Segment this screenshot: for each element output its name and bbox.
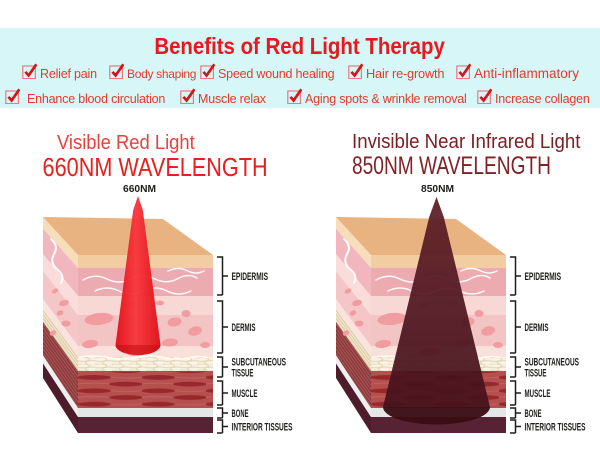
svg-text:850NM: 850NM (421, 183, 454, 195)
svg-text:INTERIOR TISSUES: INTERIOR TISSUES (232, 421, 293, 433)
svg-text:SUBCUTANEOUS: SUBCUTANEOUS (232, 356, 287, 368)
svg-text:TISSUE: TISSUE (232, 367, 254, 379)
svg-text:660NM: 660NM (123, 183, 156, 195)
svg-text:EPIDERMIS: EPIDERMIS (232, 271, 269, 283)
svg-text:MUSCLE: MUSCLE (232, 388, 258, 400)
svg-text:BONE: BONE (232, 408, 249, 420)
svg-text:DERMIS: DERMIS (232, 322, 256, 334)
